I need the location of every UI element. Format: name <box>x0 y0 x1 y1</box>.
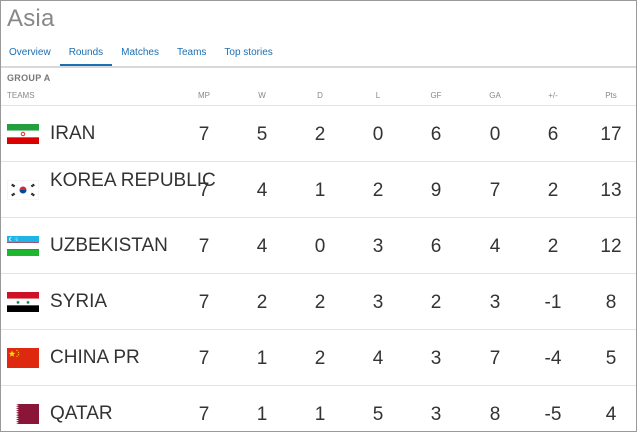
team-name[interactable]: CHINA PR <box>50 347 140 368</box>
tab-bar: Overview Rounds Matches Teams Top storie… <box>1 45 282 67</box>
stat-d: 1 <box>314 404 326 425</box>
stat-gf: 3 <box>430 348 442 369</box>
col-header-pts: Pts <box>605 91 617 100</box>
stat-ga: 7 <box>489 180 501 201</box>
stat-gf: 3 <box>430 404 442 425</box>
stat-pts: 12 <box>600 236 622 257</box>
stat-plus-minus: -1 <box>544 292 562 313</box>
table-row[interactable]: UZBEKISTAN 7 4 0 3 6 4 2 12 <box>1 217 636 274</box>
col-header-l: L <box>375 91 381 100</box>
stat-mp: 7 <box>198 348 210 369</box>
stat-gf: 9 <box>430 180 442 201</box>
stat-l: 5 <box>372 404 384 425</box>
stat-d: 2 <box>314 292 326 313</box>
stat-gf: 2 <box>430 292 442 313</box>
stat-l: 3 <box>372 292 384 313</box>
stat-w: 5 <box>256 124 268 145</box>
col-header-d: D <box>317 91 323 100</box>
qatar-flag <box>7 404 39 424</box>
stat-w: 4 <box>256 180 268 201</box>
stat-mp: 7 <box>198 124 210 145</box>
col-header-mp: MP <box>198 91 210 100</box>
stat-ga: 0 <box>489 124 501 145</box>
table-row[interactable]: SYRIA 7 2 2 3 2 3 -1 8 <box>1 273 636 330</box>
stat-ga: 8 <box>489 404 501 425</box>
tab-matches[interactable]: Matches <box>121 47 159 58</box>
table-row[interactable]: KOREA REPUBLIC 7 4 1 2 9 7 2 13 <box>1 161 636 218</box>
stat-w: 2 <box>256 292 268 313</box>
stat-pts: 5 <box>605 348 617 369</box>
stat-plus-minus: 2 <box>547 236 559 257</box>
stat-plus-minus: 6 <box>547 124 559 145</box>
iran-flag <box>7 124 39 144</box>
syria-flag <box>7 292 39 312</box>
stat-d: 1 <box>314 180 326 201</box>
team-name[interactable]: KOREA REPUBLIC <box>50 170 216 191</box>
stat-ga: 7 <box>489 348 501 369</box>
tab-top-stories[interactable]: Top stories <box>224 47 273 58</box>
stat-pts: 17 <box>600 124 622 145</box>
table-row[interactable]: CHINA PR 7 1 2 4 3 7 -4 5 <box>1 329 636 386</box>
team-name[interactable]: QATAR <box>50 403 113 424</box>
tab-teams[interactable]: Teams <box>176 47 207 58</box>
table-row[interactable]: IRAN 7 5 2 0 6 0 6 17 <box>1 105 636 162</box>
stat-mp: 7 <box>198 292 210 313</box>
col-header-gf: GF <box>430 91 442 100</box>
stat-pts: 13 <box>600 180 622 201</box>
stat-w: 4 <box>256 236 268 257</box>
col-header-ga: GA <box>489 91 501 100</box>
stat-w: 1 <box>256 404 268 425</box>
stat-ga: 3 <box>489 292 501 313</box>
team-name[interactable]: SYRIA <box>50 291 108 312</box>
stat-w: 1 <box>256 348 268 369</box>
stat-plus-minus: -5 <box>544 404 562 425</box>
uzbekistan-flag <box>7 236 39 256</box>
stat-gf: 6 <box>430 124 442 145</box>
korea-republic-flag <box>7 180 39 200</box>
stat-pts: 4 <box>605 404 617 425</box>
stat-plus-minus: 2 <box>547 180 559 201</box>
team-name[interactable]: IRAN <box>50 123 96 144</box>
stat-d: 2 <box>314 124 326 145</box>
page-title: Asia <box>7 5 55 32</box>
col-header-teams: TEAMS <box>7 91 35 100</box>
stat-l: 0 <box>372 124 384 145</box>
col-header-plus-minus: +/- <box>548 91 558 100</box>
stat-l: 2 <box>372 180 384 201</box>
table-row[interactable]: QATAR 7 1 1 5 3 8 -5 4 <box>1 385 636 431</box>
stat-d: 2 <box>314 348 326 369</box>
group-label: GROUP A <box>7 73 51 83</box>
stat-mp: 7 <box>198 404 210 425</box>
tab-divider <box>1 66 636 68</box>
stat-mp: 7 <box>198 236 210 257</box>
china-pr-flag <box>7 348 39 368</box>
tab-overview[interactable]: Overview <box>9 47 51 58</box>
stat-pts: 8 <box>605 292 617 313</box>
stat-gf: 6 <box>430 236 442 257</box>
stat-mp: 7 <box>198 180 210 201</box>
table-header: TEAMS MP W D L GF GA +/- Pts <box>1 89 636 103</box>
stat-ga: 4 <box>489 236 501 257</box>
tab-rounds[interactable]: Rounds <box>59 45 113 66</box>
col-header-w: W <box>258 91 266 100</box>
stat-l: 4 <box>372 348 384 369</box>
stat-plus-minus: -4 <box>544 348 562 369</box>
team-name[interactable]: UZBEKISTAN <box>50 235 168 256</box>
stat-d: 0 <box>314 236 326 257</box>
stat-l: 3 <box>372 236 384 257</box>
